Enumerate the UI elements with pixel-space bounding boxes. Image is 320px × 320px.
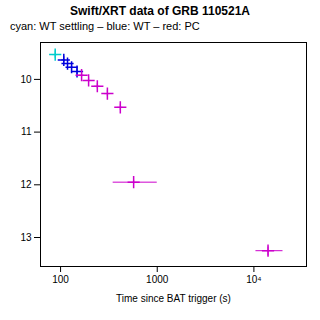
html-text:Swift/XRT data of GRB 110521A: Swift/XRT data of GRB 110521A: [70, 4, 250, 18]
svg-text:12: 12: [20, 179, 32, 190]
svg-text:Time since BAT trigger (s): Time since BAT trigger (s): [116, 293, 231, 304]
svg-text:1000: 1000: [146, 274, 169, 285]
svg-text:10: 10: [20, 74, 32, 85]
svg-text:13: 13: [20, 232, 32, 243]
svg-text:10⁴: 10⁴: [246, 274, 261, 285]
svg-text:100: 100: [52, 274, 69, 285]
svg-text:11: 11: [21, 126, 32, 137]
html-text:cyan: WT settling – blue: WT –: cyan: WT settling – blue: WT – red: PC: [10, 20, 200, 32]
